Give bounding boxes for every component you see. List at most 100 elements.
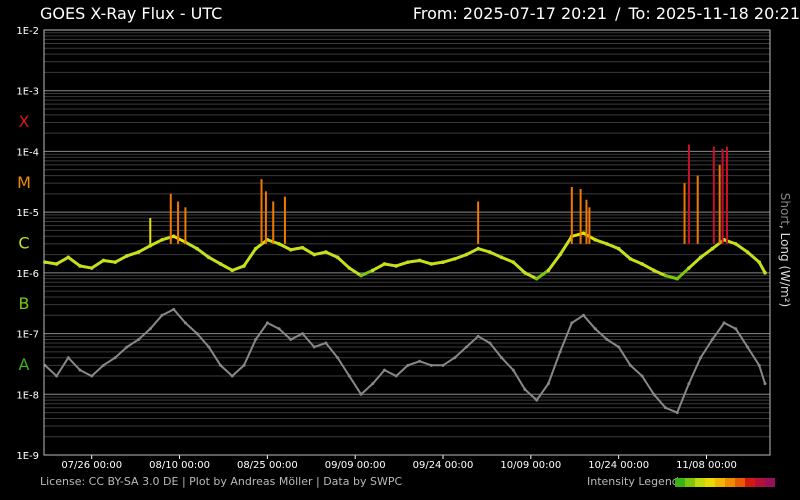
data-point-long	[148, 243, 153, 248]
data-point-long	[687, 266, 691, 270]
data-point-long	[464, 252, 469, 257]
data-point-long	[581, 231, 586, 235]
data-point-long	[710, 246, 715, 251]
legend-swatch-1	[685, 478, 695, 487]
data-point-short	[312, 345, 316, 349]
data-point-short	[652, 392, 656, 396]
data-point-short	[664, 406, 668, 410]
legend-swatch-9	[765, 478, 775, 487]
data-point-long	[277, 242, 281, 246]
legend-swatch-7	[745, 478, 755, 487]
x-tick-label: 10/24 00:00	[588, 460, 649, 471]
series-segment-long	[464, 247, 480, 257]
series-segment-long	[441, 257, 457, 264]
from-label: From: 2025-07-17 20:21	[412, 4, 608, 23]
intensity-legend-label: Intensity Legend	[587, 475, 679, 488]
series-segment-long	[488, 250, 504, 259]
data-point-long	[429, 262, 434, 266]
series-segment-long	[230, 264, 246, 272]
data-point-long	[745, 250, 750, 254]
data-point-long	[757, 260, 761, 264]
series-segment-long	[734, 242, 749, 254]
data-point-short	[195, 332, 199, 336]
data-point-long	[523, 271, 527, 275]
flare-class-label: A	[19, 355, 30, 374]
series-segment-long	[195, 247, 211, 259]
data-point-long	[207, 255, 211, 260]
series-segment-long	[418, 258, 433, 266]
series-segment-long	[605, 242, 621, 251]
data-point-long	[113, 260, 117, 264]
series-segment-long	[183, 240, 199, 251]
series-segment-long	[172, 234, 187, 244]
data-point-short	[699, 356, 703, 360]
series-segment-long	[113, 254, 129, 264]
y-tick-label: 1E-7	[16, 330, 39, 341]
to-label: To: 2025-11-18 20:21	[628, 4, 800, 23]
x-tick-label: 09/09 00:00	[325, 460, 386, 471]
data-point-short	[763, 382, 767, 386]
data-point-short	[675, 411, 679, 415]
data-point-short	[722, 321, 726, 325]
y-tick-label: 1E-8	[16, 390, 39, 401]
series-segment-long	[476, 247, 492, 254]
data-point-long	[136, 250, 141, 254]
x-tick-label: 07/26 00:00	[61, 460, 122, 471]
series-segment-long	[55, 255, 70, 266]
data-point-short	[230, 374, 234, 378]
data-point-short	[137, 337, 141, 341]
data-point-short	[101, 363, 105, 367]
series-segment-long	[722, 238, 738, 246]
series-segment-long	[277, 242, 293, 252]
series-segment-long	[125, 250, 141, 258]
data-point-long	[651, 268, 656, 273]
data-point-short	[78, 368, 82, 372]
series-segment-long	[289, 246, 305, 252]
data-point-short	[418, 359, 422, 363]
data-point-long	[230, 268, 235, 273]
data-point-long	[89, 266, 94, 270]
data-point-long	[78, 264, 82, 268]
data-point-long	[101, 258, 106, 263]
data-point-short	[570, 321, 574, 325]
y-tick-label: 1E-3	[16, 87, 39, 98]
legend-swatch-0	[675, 478, 685, 487]
data-point-short	[347, 374, 351, 378]
data-point-long	[476, 246, 480, 251]
y-tick-label: 1E-2	[16, 26, 39, 37]
data-point-short	[640, 374, 644, 378]
series-segment-long	[219, 262, 234, 272]
series-segment-long	[535, 268, 550, 281]
data-point-long	[452, 257, 457, 261]
y-tick-label: 1E-9	[16, 451, 39, 462]
data-point-short	[687, 382, 691, 386]
y-tick-label: 1E-4	[16, 147, 39, 158]
legend-swatch-5	[725, 478, 735, 487]
data-point-short	[464, 345, 468, 349]
data-point-short	[757, 363, 761, 367]
series-segment-long	[312, 250, 328, 257]
data-point-long	[675, 276, 680, 281]
data-point-short	[488, 341, 492, 345]
range-separator: /	[615, 4, 621, 23]
series-segment-long	[160, 234, 176, 242]
data-point-long	[417, 258, 422, 263]
data-point-long	[253, 246, 258, 251]
data-point-short	[453, 356, 457, 360]
flare-class-label: X	[19, 112, 30, 131]
data-point-short	[90, 374, 94, 378]
series-segment-long	[148, 238, 164, 248]
data-point-short	[546, 382, 550, 386]
credits-footer: License: CC BY-SA 3.0 DE | Plot by Andre…	[40, 475, 403, 488]
data-point-short	[429, 363, 433, 367]
data-point-short	[710, 337, 714, 341]
data-point-long	[370, 268, 375, 273]
series-segment-long	[617, 247, 632, 261]
data-point-long	[125, 254, 129, 258]
y-tick-label: 1E-6	[16, 269, 39, 280]
series-segment-long	[336, 255, 351, 270]
data-point-short	[605, 337, 609, 341]
series-segment-long	[699, 247, 714, 259]
series-segment-long	[382, 262, 398, 268]
data-point-short	[441, 363, 445, 367]
